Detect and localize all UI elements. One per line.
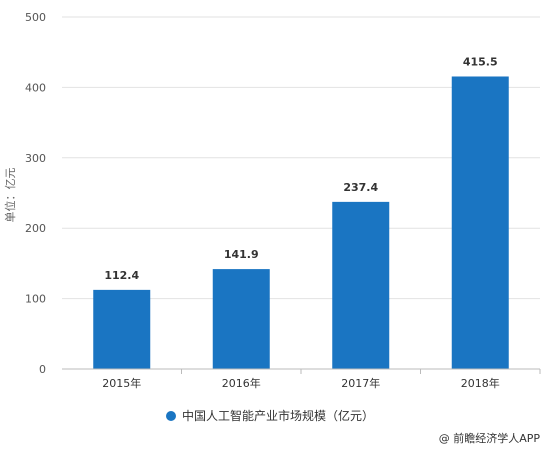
bar — [332, 201, 390, 369]
x-tick-label: 2017年 — [341, 376, 380, 390]
data-label: 141.9 — [224, 248, 259, 261]
x-tick-label: 2016年 — [222, 376, 261, 390]
bar — [212, 269, 270, 369]
legend: 中国人工智能产业市场规模（亿元） — [166, 408, 374, 423]
x-tick-label: 2018年 — [461, 376, 500, 390]
watermark-text: @ 前瞻经济学人APP — [439, 431, 541, 445]
legend-label: 中国人工智能产业市场规模（亿元） — [182, 408, 374, 423]
y-tick-label: 500 — [25, 11, 46, 24]
y-axis: 0 100 200 300 400 500 — [25, 11, 46, 376]
x-tick-label: 2015年 — [102, 376, 141, 390]
y-tick-label: 100 — [25, 293, 46, 306]
y-tick-label: 200 — [25, 222, 46, 235]
bar — [93, 289, 151, 369]
data-label: 415.5 — [463, 55, 498, 68]
y-tick-label: 0 — [39, 363, 46, 376]
bars — [93, 76, 509, 369]
data-labels: 112.4 141.9 237.4 415.5 — [104, 55, 497, 281]
data-label: 237.4 — [343, 181, 378, 194]
y-axis-label: 单位：亿元 — [3, 168, 17, 223]
legend-marker — [166, 411, 176, 421]
bar — [451, 76, 509, 369]
y-tick-label: 300 — [25, 152, 46, 165]
x-axis: 2015年 2016年 2017年 2018年 — [62, 368, 541, 390]
data-label: 112.4 — [104, 269, 139, 282]
y-tick-label: 400 — [25, 81, 46, 94]
